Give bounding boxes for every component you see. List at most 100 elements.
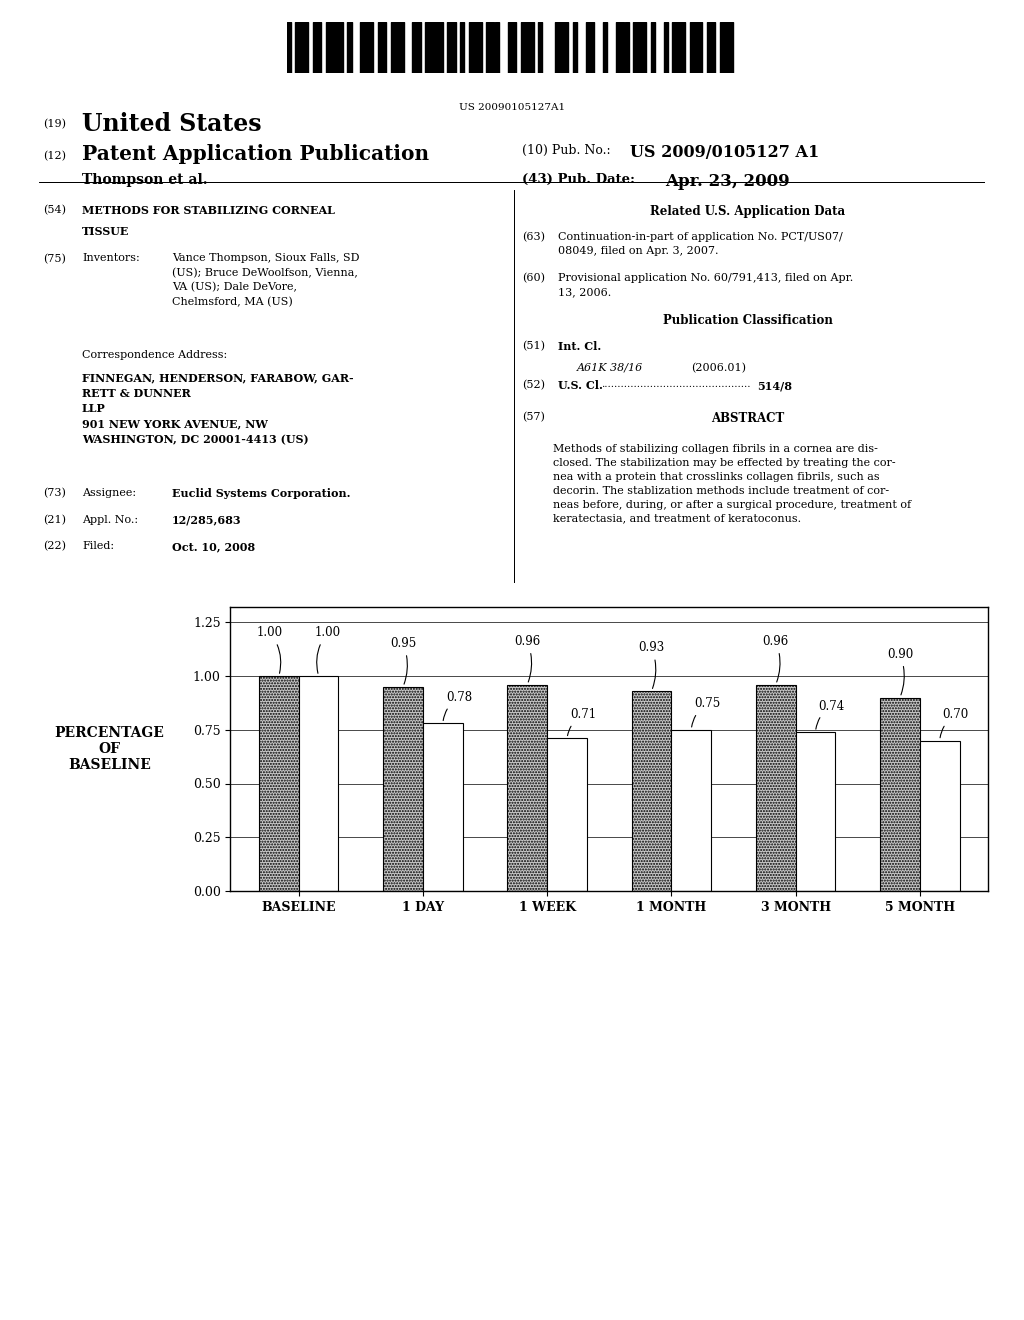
- Bar: [724, 22, 733, 73]
- Bar: [555, 22, 559, 73]
- Text: Publication Classification: Publication Classification: [663, 314, 833, 327]
- Text: 0.96: 0.96: [763, 635, 788, 682]
- Bar: [616, 22, 625, 73]
- Bar: [689, 22, 694, 73]
- Bar: [430, 22, 438, 73]
- Text: Methods of stabilizing collagen fibrils in a cornea are dis-
closed. The stabili: Methods of stabilizing collagen fibrils …: [553, 444, 911, 524]
- Bar: [694, 22, 702, 73]
- Text: A61K 38/16: A61K 38/16: [577, 363, 643, 374]
- Text: (57): (57): [522, 412, 545, 422]
- Text: Correspondence Address:: Correspondence Address:: [82, 350, 227, 360]
- Text: Thompson et al.: Thompson et al.: [82, 173, 208, 187]
- Text: 0.71: 0.71: [567, 708, 596, 735]
- Text: Related U.S. Application Data: Related U.S. Application Data: [650, 205, 845, 218]
- Bar: [572, 22, 577, 73]
- Bar: [330, 22, 334, 73]
- Bar: [508, 685, 547, 891]
- Bar: [590, 22, 594, 73]
- Text: 0.90: 0.90: [887, 648, 913, 694]
- Text: Appl. No.:: Appl. No.:: [82, 515, 138, 525]
- Text: Continuation-in-part of application No. PCT/US07/
08049, filed on Apr. 3, 2007.: Continuation-in-part of application No. …: [558, 232, 843, 256]
- Text: 0.74: 0.74: [816, 700, 845, 729]
- Bar: [360, 22, 369, 73]
- Text: Filed:: Filed:: [82, 541, 114, 552]
- Text: (73): (73): [43, 488, 66, 499]
- Text: Oct. 10, 2008: Oct. 10, 2008: [172, 541, 255, 552]
- Bar: [673, 22, 681, 73]
- Text: 12/285,683: 12/285,683: [172, 515, 242, 525]
- Bar: [259, 676, 299, 891]
- Bar: [399, 22, 403, 73]
- Bar: [299, 676, 339, 891]
- Text: (10) Pub. No.:: (10) Pub. No.:: [522, 144, 611, 157]
- Bar: [477, 22, 481, 73]
- Bar: [460, 22, 464, 73]
- Bar: [391, 22, 399, 73]
- Bar: [796, 731, 836, 891]
- Text: 514/8: 514/8: [757, 380, 792, 391]
- Y-axis label: PERCENTAGE
OF
BASELINE: PERCENTAGE OF BASELINE: [54, 726, 165, 772]
- Text: (22): (22): [43, 541, 66, 552]
- Text: Provisional application No. 60/791,413, filed on Apr.
13, 2006.: Provisional application No. 60/791,413, …: [558, 273, 853, 297]
- Text: 0.70: 0.70: [940, 708, 969, 738]
- Bar: [681, 22, 685, 73]
- Bar: [312, 22, 322, 73]
- Text: METHODS FOR STABILIZING CORNEAL: METHODS FOR STABILIZING CORNEAL: [82, 205, 335, 215]
- Bar: [326, 22, 330, 73]
- Bar: [469, 22, 477, 73]
- Text: (75): (75): [43, 253, 66, 264]
- Bar: [383, 686, 423, 891]
- Text: Apr. 23, 2009: Apr. 23, 2009: [666, 173, 791, 190]
- Text: (54): (54): [43, 205, 66, 215]
- Bar: [495, 22, 499, 73]
- Text: Int. Cl.: Int. Cl.: [558, 341, 601, 351]
- Bar: [423, 723, 463, 891]
- Text: US 20090105127A1: US 20090105127A1: [459, 103, 565, 112]
- Text: Vance Thompson, Sioux Falls, SD
(US); Bruce DeWoolfson, Vienna,
VA (US); Dale De: Vance Thompson, Sioux Falls, SD (US); Br…: [172, 253, 359, 308]
- Text: ABSTRACT: ABSTRACT: [711, 412, 784, 425]
- Bar: [447, 22, 456, 73]
- Bar: [586, 22, 590, 73]
- Bar: [486, 22, 495, 73]
- Bar: [347, 22, 351, 73]
- Bar: [632, 692, 672, 891]
- Bar: [672, 730, 711, 891]
- Bar: [287, 22, 291, 73]
- Text: (60): (60): [522, 273, 545, 284]
- Bar: [425, 22, 430, 73]
- Bar: [560, 22, 568, 73]
- Text: Assignee:: Assignee:: [82, 488, 136, 499]
- Text: Inventors:: Inventors:: [82, 253, 139, 264]
- Bar: [438, 22, 442, 73]
- Text: U.S. Cl.: U.S. Cl.: [558, 380, 603, 391]
- Text: (43) Pub. Date:: (43) Pub. Date:: [522, 173, 635, 186]
- Text: TISSUE: TISSUE: [82, 226, 129, 236]
- Bar: [664, 22, 668, 73]
- Text: (21): (21): [43, 515, 66, 525]
- Bar: [625, 22, 629, 73]
- Text: (12): (12): [43, 150, 66, 161]
- Text: (63): (63): [522, 232, 545, 243]
- Text: ..............................................: ........................................…: [601, 380, 751, 389]
- Bar: [413, 22, 421, 73]
- Text: 0.96: 0.96: [514, 635, 541, 682]
- Text: (19): (19): [43, 119, 66, 129]
- Text: Euclid Systems Corporation.: Euclid Systems Corporation.: [172, 488, 350, 499]
- Bar: [633, 22, 642, 73]
- Text: 0.95: 0.95: [390, 638, 416, 684]
- Bar: [547, 738, 587, 891]
- Bar: [538, 22, 543, 73]
- Text: Patent Application Publication: Patent Application Publication: [82, 144, 429, 164]
- Bar: [707, 22, 716, 73]
- Bar: [650, 22, 655, 73]
- Text: (2006.01): (2006.01): [691, 363, 746, 374]
- Bar: [642, 22, 646, 73]
- Text: 1.00: 1.00: [257, 627, 284, 673]
- Bar: [920, 741, 959, 891]
- Bar: [378, 22, 386, 73]
- Bar: [304, 22, 308, 73]
- Bar: [508, 22, 516, 73]
- Text: 0.93: 0.93: [638, 642, 665, 689]
- Bar: [520, 22, 529, 73]
- Text: 0.75: 0.75: [691, 697, 721, 727]
